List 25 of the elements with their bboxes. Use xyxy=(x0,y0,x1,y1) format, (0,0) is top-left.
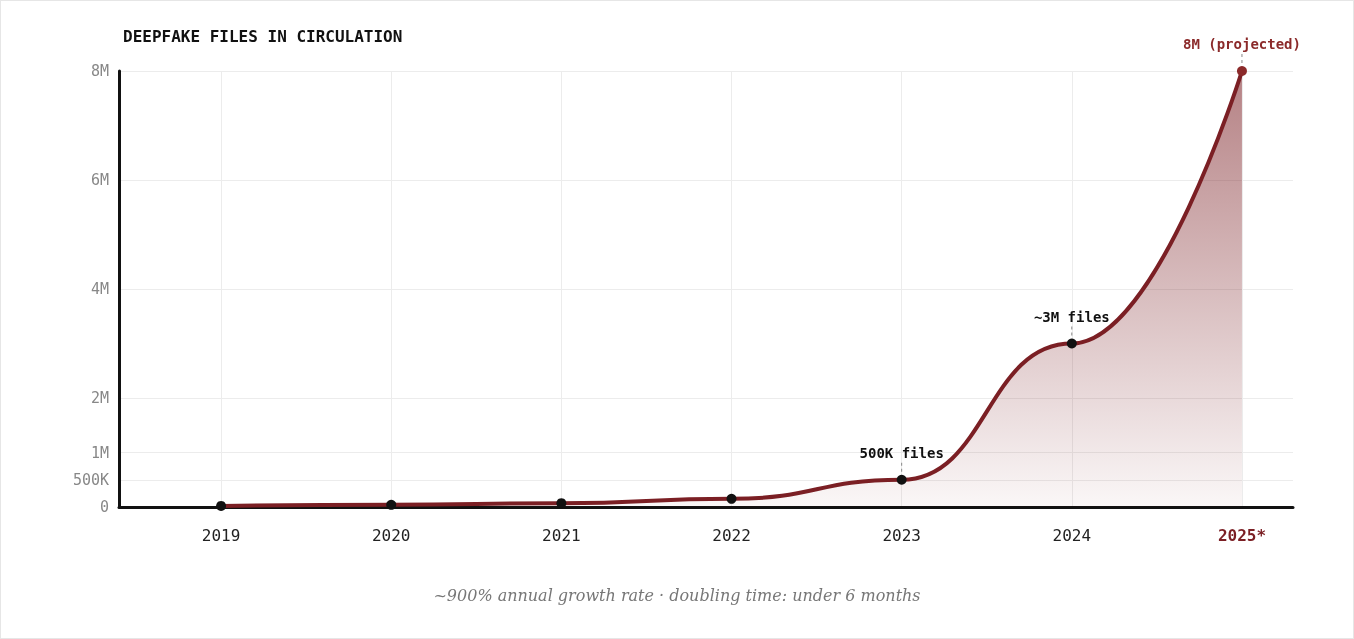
y-tick-label: 4M xyxy=(90,280,109,298)
x-tick-label: 2021 xyxy=(542,525,581,545)
y-tick-label: 8M xyxy=(90,62,109,80)
y-tick-label: 6M xyxy=(90,171,109,189)
x-tick-label: 2023 xyxy=(882,525,921,545)
point xyxy=(726,493,737,504)
x-tick-label: 2019 xyxy=(201,525,241,545)
annotation: ~3M files xyxy=(1033,308,1110,325)
y-tick-label: 1M xyxy=(90,443,109,462)
annotation: 8M (projected) xyxy=(1182,36,1301,52)
point xyxy=(386,499,397,510)
x-tick-label: 2022 xyxy=(712,525,751,545)
x-tick-label: 2020 xyxy=(371,525,411,545)
y-tick-label: 0 xyxy=(99,498,109,516)
x-tick-label: 2024 xyxy=(1052,525,1092,545)
point xyxy=(896,474,907,485)
y-tick-label: 2M xyxy=(90,389,109,407)
point xyxy=(216,500,227,511)
annotation: 500K files xyxy=(859,444,944,461)
chart-title: DEEPFAKE FILES IN CIRCULATION xyxy=(123,26,403,46)
text: ~900% annual growth rate · doubling time: under 6 months xyxy=(433,585,921,605)
y-tick-label: 500K xyxy=(72,470,109,489)
point xyxy=(1236,66,1247,76)
x-tick-label: 2025* xyxy=(1217,525,1267,545)
point xyxy=(1066,338,1077,349)
